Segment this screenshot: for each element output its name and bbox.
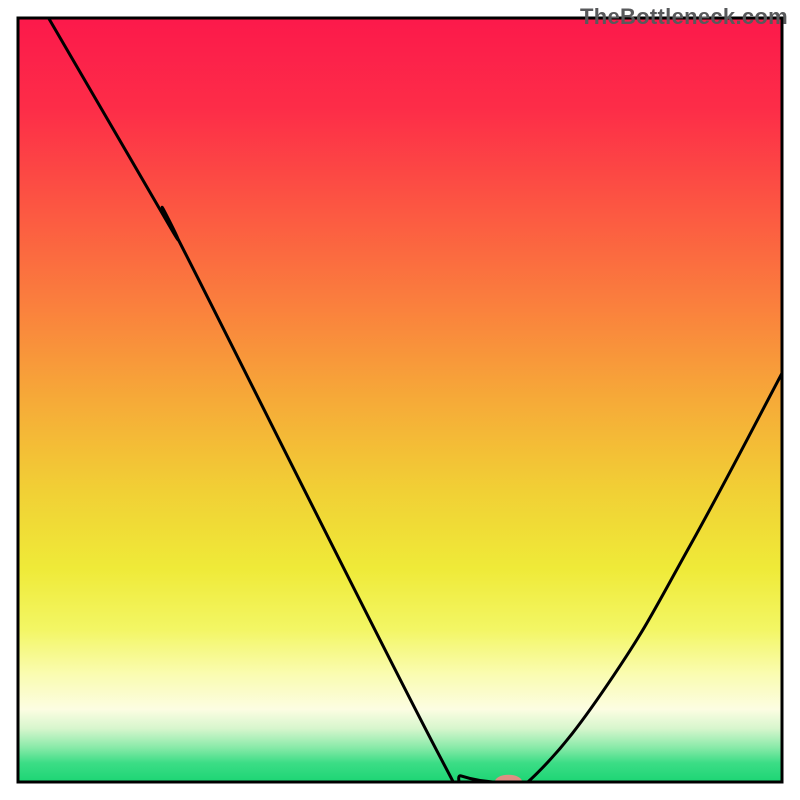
chart-background (18, 18, 782, 782)
watermark-text: TheBottleneck.com (580, 4, 788, 30)
